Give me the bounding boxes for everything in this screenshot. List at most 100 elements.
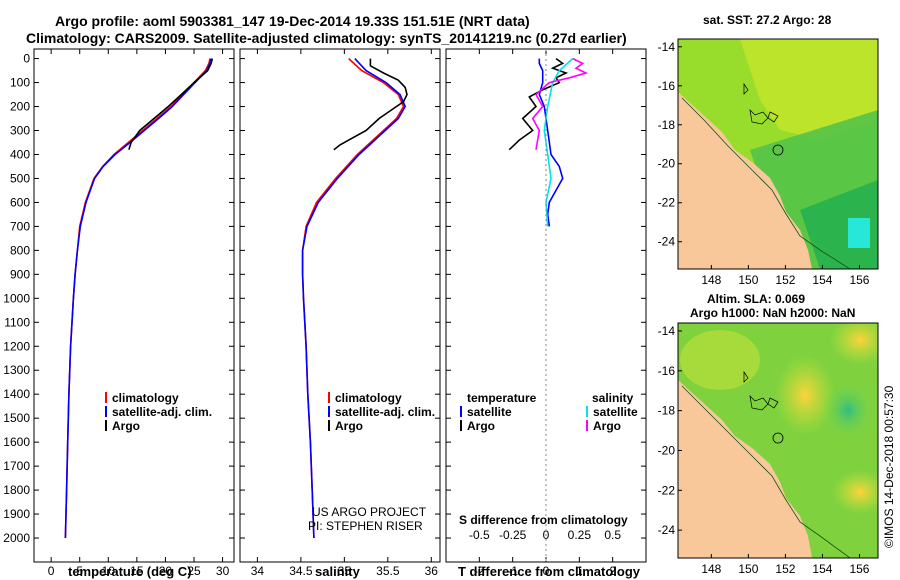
lat-tick-label: -22 [658,483,676,497]
lon-tick-label: 150 [738,273,758,287]
legend-climatology: climatology [112,391,179,405]
lon-tick-label: 152 [775,562,795,576]
depth-tick-label: 300 [10,124,30,138]
legend-swatch-t-argo [460,420,462,431]
salinity-legend: climatology satellite-adj. clim. Argo US… [308,391,435,533]
sla-map-title: Altim. SLA: 0.069 [707,292,805,306]
sla-argo-marker [772,432,784,444]
depth-tick-label: 400 [10,147,30,161]
sla-high-patch [830,323,878,365]
depth-tick-label: 900 [10,267,30,281]
x-tick-label: 35 [338,564,352,578]
lat-tick-label: -16 [658,79,676,93]
difference-xlabel-top: S difference from climatology [459,513,628,527]
depth-tick-label: 1400 [3,387,30,401]
lon-tick-label: 154 [812,273,832,287]
series-line-s-satellite [543,58,574,227]
salinity-xlabel: salinity [315,564,361,579]
sst-argo-marker [772,144,784,156]
legend-swatch-climatology [328,392,330,403]
legend-swatch-s-argo [586,420,588,431]
x-tick-label: 0 [543,564,550,578]
depth-tick-label: 700 [10,219,30,233]
depth-axis: 0 100 200 300 400 500 600 700 800 900 1000 1100 1200… [3,52,646,545]
series-line-climatology [64,58,211,539]
depth-tick-label: 800 [10,243,30,257]
lat-tick-label: -14 [658,324,676,338]
lat-tick-label: -18 [658,118,676,132]
sla-mid-patch [680,330,760,390]
sla-map [678,323,878,558]
legend-swatch-s-satellite [586,406,588,417]
depth-tick-label: 1000 [3,291,30,305]
sla-map-frame [677,322,879,559]
depth-tick-label: 1600 [3,435,30,449]
x-top-tick-label: 0.5 [604,528,621,542]
series-line-argo [128,58,214,150]
legend-satellite: satellite-adj. clim. [335,405,435,419]
lon-tick-label: 156 [849,273,869,287]
salinity-plot: 34 34.5 35 35.5 36 [251,49,438,578]
title-line-2: Climatology: CARS2009. Satellite-adjuste… [26,30,627,46]
x-tick-label: -1 [507,564,518,578]
depth-tick-label: 1800 [3,483,30,497]
sst-map [678,39,878,269]
x-tick-label: 1 [576,564,583,578]
depth-tick-label: 0 [23,52,30,66]
lat-tick-label: -16 [658,364,676,378]
x-tick-label: 34 [251,564,265,578]
x-top-tick-label: -0.5 [469,528,490,542]
copyright: ©IMOS 14-Dec-2018 00:57:30 [882,385,896,548]
x-top-tick-label: -0.25 [499,528,527,542]
sst-map-frame [677,38,879,270]
x-tick-label: 35.5 [376,564,400,578]
depth-tick-label: 500 [10,171,30,185]
series-line-argo [333,58,408,151]
legend-swatch-t-satellite [460,406,462,417]
depth-tick-label: 1700 [3,459,30,473]
series-line-t-satellite [538,58,564,227]
lat-tick-label: -24 [658,235,676,249]
x-tick-label: 10 [102,564,116,578]
legend-swatch-climatology [105,392,107,403]
temperature-panel [33,48,235,563]
x-tick-label: 0 [48,564,55,578]
lat-tick-label: -14 [658,40,676,54]
series-line-satellite-adj-clim- [64,58,212,539]
depth-tick-label: 1900 [3,507,30,521]
series-line-t-argo [508,57,569,151]
legend-t-argo: Argo [467,419,495,433]
legend-satellite: satellite-adj. clim. [112,405,212,419]
legend-argo: Argo [335,419,363,433]
legend-argo: Argo [112,419,140,433]
series-line-climatology [301,58,405,539]
legend-climatology: climatology [335,391,402,405]
legend-s-argo: Argo [593,419,621,433]
legend-salinity: salinity [592,391,634,405]
legend-swatch-argo [105,420,107,431]
lon-tick-label: 148 [701,562,721,576]
depth-tick-label: 200 [10,100,30,114]
lat-tick-label: -24 [658,523,676,537]
lon-tick-label: 150 [738,562,758,576]
sla-high-patch [775,355,835,435]
x-tick-label: 20 [159,564,173,578]
sst-land [678,92,812,269]
difference-xlabel: T difference from climatology [458,564,641,579]
x-tick-label: 30 [216,564,230,578]
lat-tick-label: -22 [658,196,676,210]
x-tick-label: 15 [130,564,144,578]
x-tick-label: 5 [76,564,83,578]
depth-tick-label: 1300 [3,363,30,377]
legend-t-satellite: satellite [467,405,512,419]
depth-tick-label: 1100 [4,315,30,329]
depth-tick-label: 1200 [3,339,30,353]
sst-map-axes: 148 150 152 154 156 -14 -16 -18 -20 -22 -24 [658,40,870,287]
lat-tick-label: -18 [658,404,676,418]
credit-project: US ARGO PROJECT [312,505,427,519]
title-line-1: Argo profile: aoml 5903381_147 19-Dec-20… [55,13,530,29]
lon-tick-label: 148 [701,273,721,287]
x-top-tick-label: 0.25 [568,528,592,542]
sst-isobath [681,97,851,269]
